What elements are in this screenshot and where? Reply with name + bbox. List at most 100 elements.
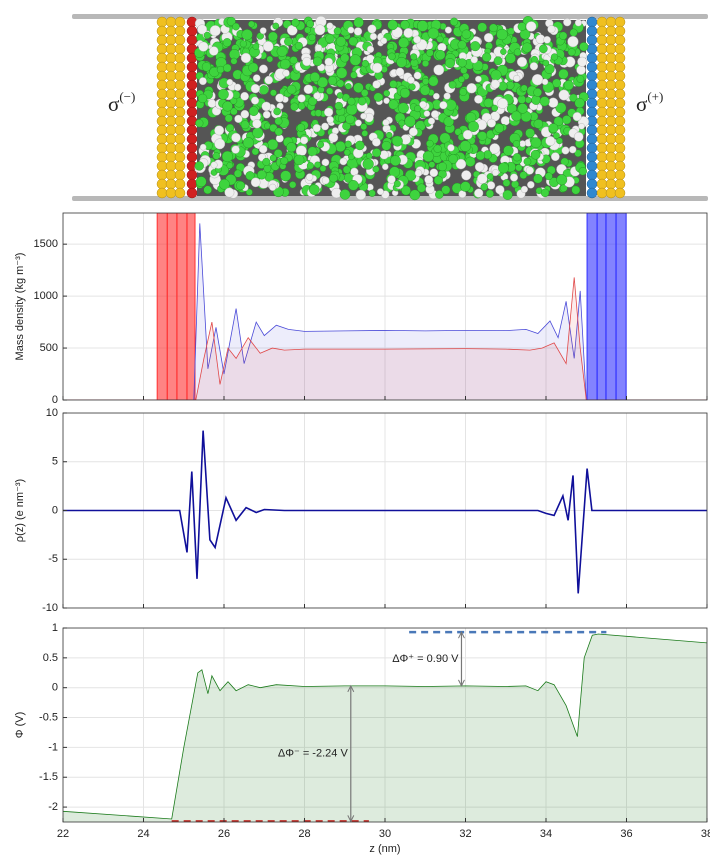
molecule [433,64,445,76]
molecule [530,149,541,160]
molecule [273,149,283,158]
molecule [545,136,556,146]
y-tick-label: 0 [52,504,58,516]
molecule [250,177,261,188]
atom [614,43,626,55]
atom [596,43,608,55]
molecule [408,83,416,91]
molecule [486,173,494,180]
atom [586,151,598,163]
molecule [262,110,271,119]
atom [165,70,177,82]
area-fill [63,223,707,400]
molecule [381,141,392,151]
molecule [399,87,411,99]
molecule [230,57,238,65]
atom [174,61,186,73]
atom [605,97,617,109]
atom [156,106,168,118]
molecule [221,150,234,163]
molecule [475,150,486,161]
molecule [326,87,334,95]
y-tick-label: -1.5 [39,771,58,783]
molecule [511,180,519,189]
molecule [266,55,274,63]
molecule [312,56,323,67]
molecule [416,20,429,32]
molecule [334,101,343,111]
symbol: σ [636,92,647,116]
molecule [448,80,457,89]
atom [586,187,598,199]
atom [614,79,626,91]
molecule [572,112,582,122]
molecule [569,28,578,37]
molecule [267,139,279,151]
atom [614,124,626,136]
atom [586,169,598,181]
y-tick-label: 1 [52,622,58,634]
molecule [525,128,535,138]
molecule [198,93,208,104]
molecule [466,83,477,94]
molecule [439,101,448,110]
atom [174,115,186,127]
atom [605,142,617,154]
molecule [398,37,409,49]
molecule [400,20,410,30]
atom [156,160,168,172]
y-tick-label: 500 [40,342,58,354]
molecule [433,144,442,153]
atom [605,43,617,55]
atom [174,97,186,109]
molecule [419,85,431,96]
molecule [224,114,233,123]
molecule [309,184,320,195]
molecule [519,140,527,148]
molecule [574,97,585,109]
molecule [422,77,430,85]
molecule [383,89,390,97]
molecule [286,84,297,95]
molecule [502,189,513,200]
molecule [407,76,415,84]
plot [63,213,707,400]
atom [165,97,177,109]
molecule [203,185,212,195]
molecule [490,69,502,81]
molecule [240,120,250,130]
y-tick-label: -2 [48,801,58,813]
molecule [297,94,306,103]
molecule [317,76,329,88]
atom [614,34,626,46]
molecule [197,24,208,35]
molecule [219,178,230,190]
molecule [574,149,582,158]
molecule [360,123,368,131]
molecule [335,36,347,47]
molecule [482,52,492,62]
molecule [397,102,409,114]
molecule [248,62,259,73]
molecule [242,137,254,149]
molecule [533,173,543,184]
molecule [480,183,488,191]
molecule [293,154,305,166]
molecule [357,96,367,106]
molecule [313,92,321,100]
molecule [503,145,514,156]
molecule [428,76,439,87]
molecule [353,27,363,36]
molecule [548,123,559,134]
molecule [372,80,381,89]
atom [174,160,186,172]
atom [596,70,608,82]
plot [63,413,707,608]
atom [174,169,186,181]
atom [156,151,168,163]
molecule [563,18,572,27]
molecule [500,48,507,55]
atom [614,16,626,28]
atom [596,115,608,127]
molecule [209,46,219,56]
